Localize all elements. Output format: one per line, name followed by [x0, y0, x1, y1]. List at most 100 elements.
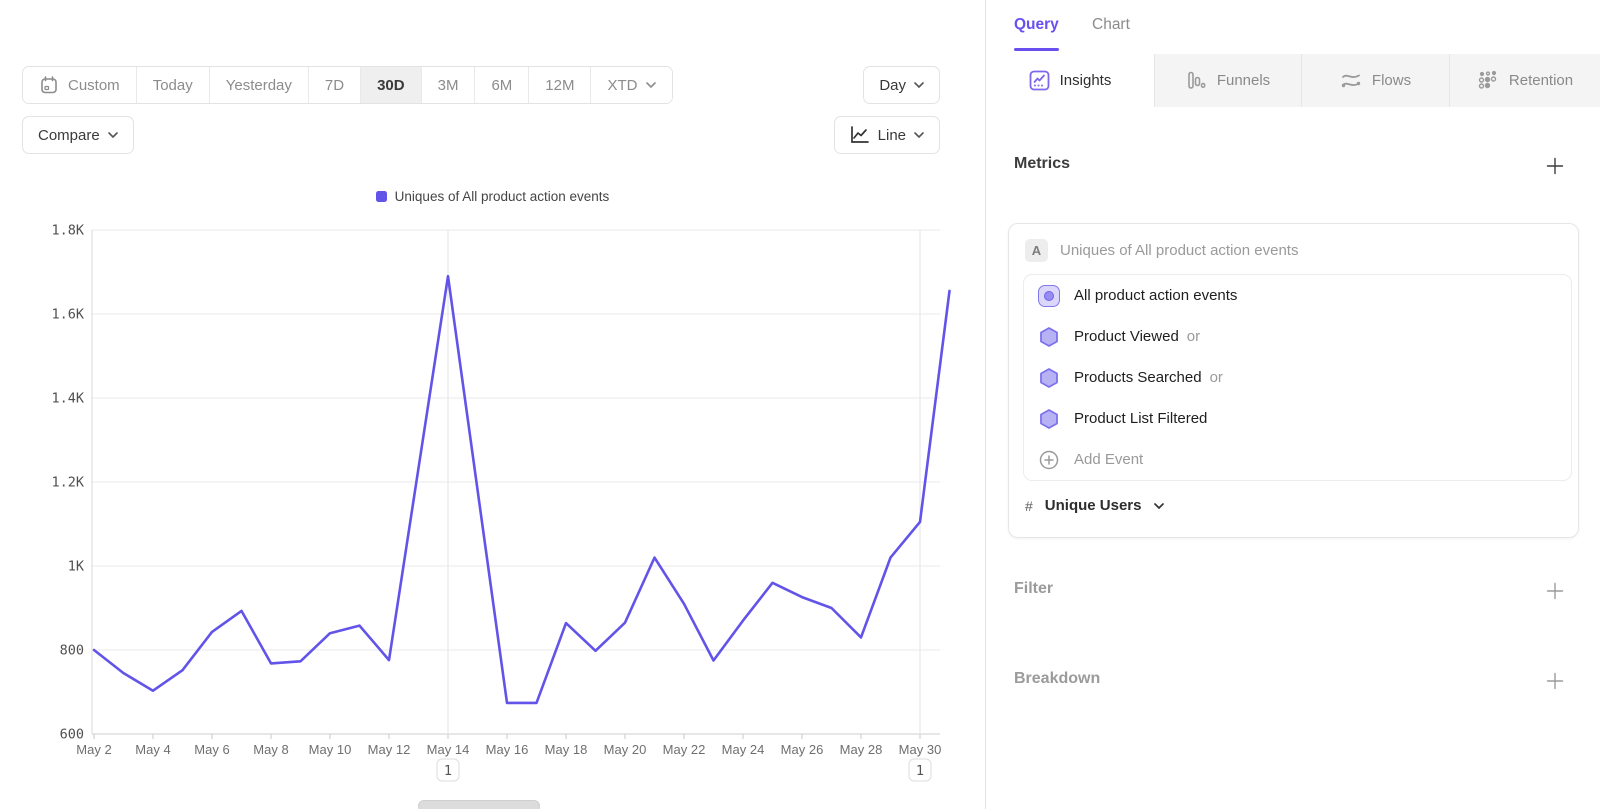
circle-plus-icon — [1039, 450, 1059, 469]
x-axis-tick-label: May 6 — [194, 742, 229, 757]
funnels-icon — [1188, 71, 1206, 89]
interval-dropdown[interactable]: Day — [863, 66, 940, 104]
report-type-tabs: Insights Funnels Flows Retention — [986, 54, 1600, 107]
date-range-label: 6M — [491, 76, 513, 94]
tab-chart[interactable]: Chart — [1092, 0, 1130, 54]
date-range-12m[interactable]: 12M — [528, 67, 591, 103]
event-hexagon-icon — [1040, 326, 1058, 347]
date-range-custom[interactable]: Custom — [23, 67, 136, 103]
compare-label: Compare — [38, 126, 100, 144]
metric-card: A Uniques of All product action events A… — [1008, 223, 1579, 538]
measurement-label: Unique Users — [1044, 497, 1142, 514]
report-tab-flows[interactable]: Flows — [1301, 54, 1449, 107]
report-tab-funnels[interactable]: Funnels — [1154, 54, 1301, 107]
x-axis-tick-label: May 24 — [722, 742, 765, 757]
report-tab-label: Retention — [1508, 72, 1574, 89]
date-range-xtd[interactable]: XTD — [590, 67, 673, 103]
x-axis-tick-label: May 16 — [486, 742, 529, 757]
event-label: All product action events — [1074, 287, 1238, 304]
date-range-6m[interactable]: 6M — [474, 67, 529, 103]
metric-formula-label: Uniques of All product action events — [1060, 242, 1299, 259]
calendar-icon — [41, 76, 57, 94]
event-row[interactable]: All product action events — [1024, 275, 1571, 316]
hash-icon: # — [1025, 497, 1033, 514]
report-tab-label: Funnels — [1216, 72, 1271, 89]
legend-label: Uniques of All product action events — [394, 189, 610, 204]
flows-icon — [1341, 74, 1361, 88]
y-axis-tick-label: 1.8K — [51, 223, 84, 239]
y-axis-tick-label: 1.6K — [51, 307, 84, 323]
event-label: Products Searched — [1074, 369, 1202, 386]
x-axis-tick-label: May 8 — [253, 742, 288, 757]
y-axis-tick-label: 800 — [60, 643, 84, 659]
panel-header-tabs: Query Chart — [986, 0, 1600, 54]
metric-formula-row[interactable]: A Uniques of All product action events — [1009, 224, 1578, 274]
y-axis-tick-label: 1K — [68, 559, 85, 575]
annotation-badge[interactable]: 1 — [908, 758, 932, 782]
event-label: Product Viewed — [1074, 328, 1179, 345]
x-axis-tick-label: May 28 — [840, 742, 883, 757]
retention-icon — [1478, 70, 1497, 89]
event-operator-suffix: or — [1209, 369, 1223, 386]
horizontal-scrollbar-thumb[interactable] — [418, 800, 540, 809]
date-range-label: 3M — [437, 76, 459, 94]
date-range-today[interactable]: Today — [135, 67, 209, 103]
active-tab-underline — [1014, 48, 1059, 51]
event-label: Product List Filtered — [1074, 410, 1208, 427]
annotation-badge[interactable]: 1 — [436, 758, 460, 782]
date-range-label: Yesterday — [225, 76, 292, 94]
chart-legend: Uniques of All product action events — [0, 189, 985, 204]
tab-chart-label: Chart — [1092, 16, 1130, 33]
report-tab-retention[interactable]: Retention — [1449, 54, 1600, 107]
event-row[interactable]: Product Viewed or — [1024, 316, 1571, 357]
legend-swatch — [375, 191, 387, 202]
x-axis-tick-label: May 26 — [781, 742, 824, 757]
svg-text:1: 1 — [916, 763, 924, 779]
add-metric-button[interactable] — [1546, 157, 1564, 175]
add-event-label: Add Event — [1074, 451, 1144, 468]
x-axis-tick-label: May 22 — [663, 742, 706, 757]
add-event-button[interactable]: Add Event — [1024, 439, 1571, 480]
x-axis-tick-label: May 10 — [309, 742, 352, 757]
event-row[interactable]: Products Searched or — [1024, 357, 1571, 398]
interval-label: Day — [879, 76, 906, 94]
date-range-7d[interactable]: 7D — [307, 67, 361, 103]
filter-heading: Filter — [1014, 580, 1054, 597]
y-axis-tick-label: 600 — [60, 727, 84, 743]
date-range-label: 7D — [324, 76, 345, 94]
chart-type-dropdown[interactable]: Line — [833, 116, 940, 154]
tab-query[interactable]: Query — [1014, 0, 1059, 54]
x-axis-tick-label: May 20 — [604, 742, 647, 757]
date-range-30d[interactable]: 30D — [360, 67, 421, 103]
x-axis-tick-label: May 12 — [368, 742, 411, 757]
report-tab-insights[interactable]: Insights — [986, 54, 1154, 107]
line-chart-icon — [850, 126, 869, 143]
measurement-dropdown[interactable]: # Unique Users — [1009, 481, 1578, 530]
svg-text:1: 1 — [444, 763, 452, 779]
event-row[interactable]: Product List Filtered — [1024, 398, 1571, 439]
add-filter-button[interactable] — [1546, 582, 1564, 600]
add-breakdown-button[interactable] — [1546, 672, 1564, 690]
x-axis-tick-label: May 4 — [135, 742, 170, 757]
y-axis-tick-label: 1.4K — [51, 391, 84, 407]
breakdown-heading: Breakdown — [1014, 670, 1101, 687]
chevron-down-icon — [914, 82, 924, 88]
chevron-down-icon — [914, 132, 924, 138]
date-range-yesterday[interactable]: Yesterday — [208, 67, 308, 103]
report-tab-label: Flows — [1371, 72, 1412, 89]
series-line[interactable] — [92, 274, 951, 705]
all-events-icon — [1038, 284, 1060, 307]
query-panel: Query Chart Insights Funnels Flows Retentio… — [985, 0, 1600, 809]
date-range-3m[interactable]: 3M — [420, 67, 475, 103]
event-hexagon-icon — [1040, 408, 1058, 429]
event-list-card: All product action events Product Viewed o… — [1023, 274, 1572, 481]
date-range-label: 12M — [545, 76, 575, 94]
metric-letter-badge: A — [1025, 239, 1048, 262]
compare-dropdown[interactable]: Compare — [22, 116, 134, 154]
date-range-label: Custom — [68, 76, 120, 94]
x-axis-tick-label: May 14 — [427, 742, 470, 757]
report-tab-label: Insights — [1059, 72, 1112, 89]
date-range-label: Today — [152, 76, 193, 94]
